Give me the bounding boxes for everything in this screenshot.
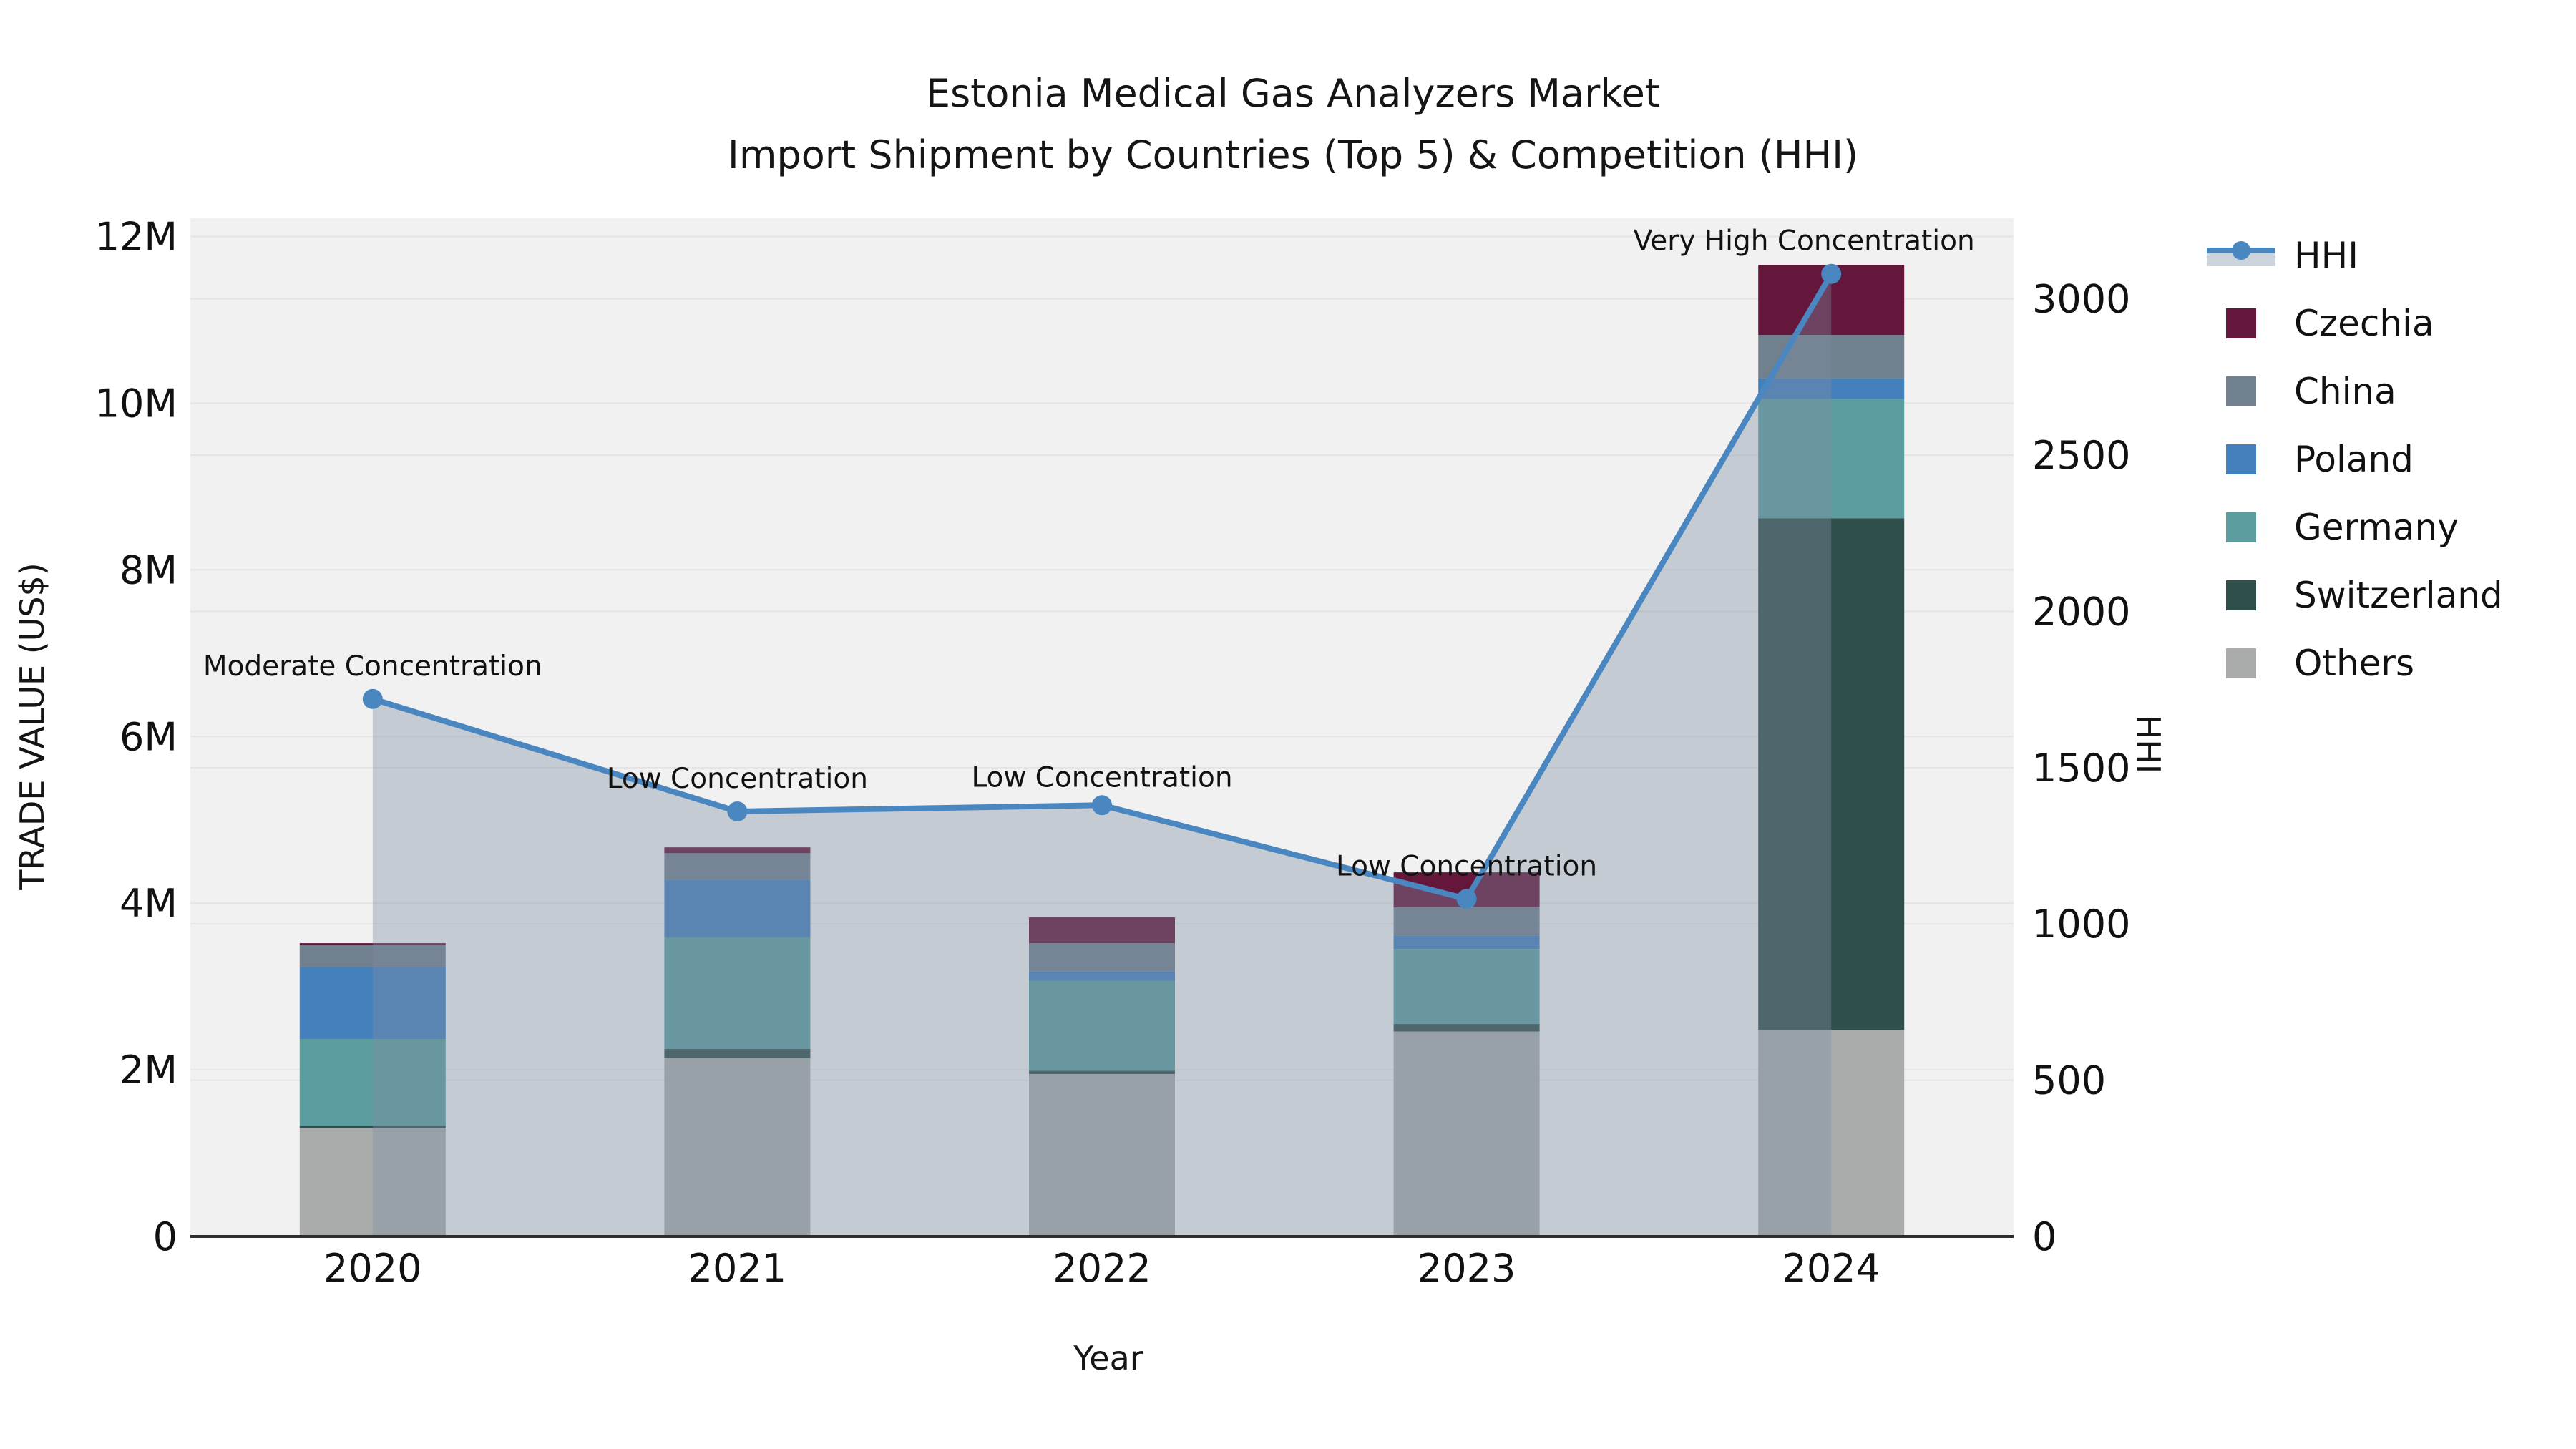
legend: HHI Czechia China Poland Germany Switzerland O…: [2207, 235, 2503, 684]
legend-label: Czechia: [2294, 303, 2434, 344]
y-right-tick-3000: 3000: [2032, 277, 2130, 322]
legend-item-germany: Germany: [2207, 507, 2503, 548]
legend-label: HHI: [2294, 235, 2358, 276]
bar-segment-china-2021: [664, 853, 811, 880]
legend-item-china: China: [2207, 371, 2503, 412]
y-axis-title-left: TRADE VALUE (US$): [13, 562, 52, 890]
hhi-marker-2020: [362, 688, 383, 709]
x-tick-2023: 2023: [1418, 1246, 1516, 1291]
chart-title: Estonia Medical Gas Analyzers Market Imp…: [0, 63, 2576, 186]
bar-segment-others-2024: [1758, 1030, 1905, 1236]
bar-segment-germany-2021: [664, 937, 811, 1049]
bar-segment-others-2021: [664, 1058, 811, 1236]
x-tick-2020: 2020: [323, 1246, 421, 1291]
x-tick-2021: 2021: [688, 1246, 786, 1291]
y-left-tick-2M: 2M: [119, 1048, 177, 1093]
x-tick-2022: 2022: [1053, 1246, 1151, 1291]
bar-segment-others-2020: [299, 1128, 446, 1236]
legend-label: Germany: [2294, 507, 2459, 548]
legend-color-china: [2226, 376, 2256, 406]
legend-label: China: [2294, 371, 2396, 412]
hhi-marker-2022: [1092, 795, 1112, 816]
y-right-tick-0: 0: [2032, 1214, 2057, 1259]
bar-segment-switzerland-2023: [1393, 1024, 1540, 1032]
legend-label: Switzerland: [2294, 575, 2503, 616]
legend-swatch-icon: [2207, 440, 2275, 479]
hhi-line-swatch-icon: [2207, 236, 2275, 275]
bar-segment-switzerland-2024: [1758, 518, 1905, 1030]
y-right-tick-1500: 1500: [2032, 746, 2130, 791]
y-left-tick-12M: 12M: [95, 215, 177, 260]
bar-segment-others-2023: [1393, 1031, 1540, 1236]
annotation-2024: Very High Concentration: [1634, 225, 1975, 258]
y-left-tick-4M: 4M: [119, 881, 177, 926]
y-left-tick-6M: 6M: [119, 714, 177, 759]
bar-segment-others-2022: [1029, 1073, 1175, 1236]
legend-label: Poland: [2294, 439, 2414, 480]
y-right-tick-1000: 1000: [2032, 902, 2130, 947]
bar-segment-germany-2022: [1029, 980, 1175, 1071]
bar-segment-czechia-2020: [299, 943, 446, 945]
bar-segment-poland-2020: [299, 967, 446, 1040]
hhi-marker-2021: [727, 801, 748, 821]
bar-segment-china-2022: [1029, 943, 1175, 972]
bar-segment-poland-2023: [1393, 935, 1540, 950]
annotation-2021: Low Concentration: [607, 763, 868, 795]
legend-color-others: [2226, 648, 2256, 678]
x-axis-title: Year: [1073, 1339, 1143, 1377]
bar-segment-germany-2020: [299, 1039, 446, 1126]
legend-color-switzerland: [2226, 580, 2256, 610]
bar-segment-poland-2024: [1758, 378, 1905, 399]
legend-swatch-icon: [2207, 508, 2275, 547]
legend-item-poland: Poland: [2207, 439, 2503, 480]
hhi-swatch-part: [2232, 241, 2250, 260]
y-left-tick-0: 0: [153, 1214, 177, 1259]
legend-color-poland: [2226, 444, 2256, 474]
chart-title-line2: Import Shipment by Countries (Top 5) & C…: [727, 132, 1859, 177]
hhi-marker-2024: [1821, 263, 1842, 284]
bar-segment-china-2023: [1393, 907, 1540, 936]
annotation-2022: Low Concentration: [971, 761, 1232, 794]
bar-segment-germany-2024: [1758, 399, 1905, 519]
legend-item-switzerland: Switzerland: [2207, 575, 2503, 616]
bar-segment-china-2020: [299, 945, 446, 967]
hhi-marker-2023: [1456, 889, 1477, 909]
y-axis-title-right: HHI: [2129, 714, 2167, 774]
legend-color-czechia: [2226, 308, 2256, 338]
legend-item-czechia: Czechia: [2207, 303, 2503, 344]
legend-item-hhi: HHI: [2207, 235, 2503, 276]
legend-swatch-icon: [2207, 372, 2275, 411]
y-right-tick-2000: 2000: [2032, 589, 2130, 634]
legend-swatch-icon: [2207, 576, 2275, 615]
hhi-area-fill: [372, 273, 1832, 1236]
bar-segment-czechia-2021: [664, 847, 811, 854]
x-tick-2024: 2024: [1782, 1246, 1880, 1291]
bar-segment-switzerland-2021: [664, 1048, 811, 1058]
legend-swatch-icon: [2207, 304, 2275, 343]
legend-swatch-icon: [2207, 644, 2275, 683]
legend-label: Others: [2294, 643, 2415, 684]
chart-title-line1: Estonia Medical Gas Analyzers Market: [925, 71, 1661, 116]
bar-segment-czechia-2022: [1029, 917, 1175, 944]
y-right-tick-2500: 2500: [2032, 433, 2130, 478]
bar-segment-poland-2021: [664, 879, 811, 937]
y-right-tick-500: 500: [2032, 1058, 2106, 1103]
annotation-2023: Low Concentration: [1336, 850, 1597, 882]
bar-segment-switzerland-2020: [299, 1126, 446, 1128]
bar-segment-switzerland-2022: [1029, 1070, 1175, 1074]
bar-segment-germany-2023: [1393, 949, 1540, 1025]
annotation-2020: Moderate Concentration: [203, 650, 542, 683]
legend-color-germany: [2226, 512, 2256, 542]
legend-item-others: Others: [2207, 643, 2503, 684]
y-left-tick-8M: 8M: [119, 547, 177, 592]
y-left-tick-10M: 10M: [95, 381, 177, 426]
bar-segment-poland-2022: [1029, 971, 1175, 981]
